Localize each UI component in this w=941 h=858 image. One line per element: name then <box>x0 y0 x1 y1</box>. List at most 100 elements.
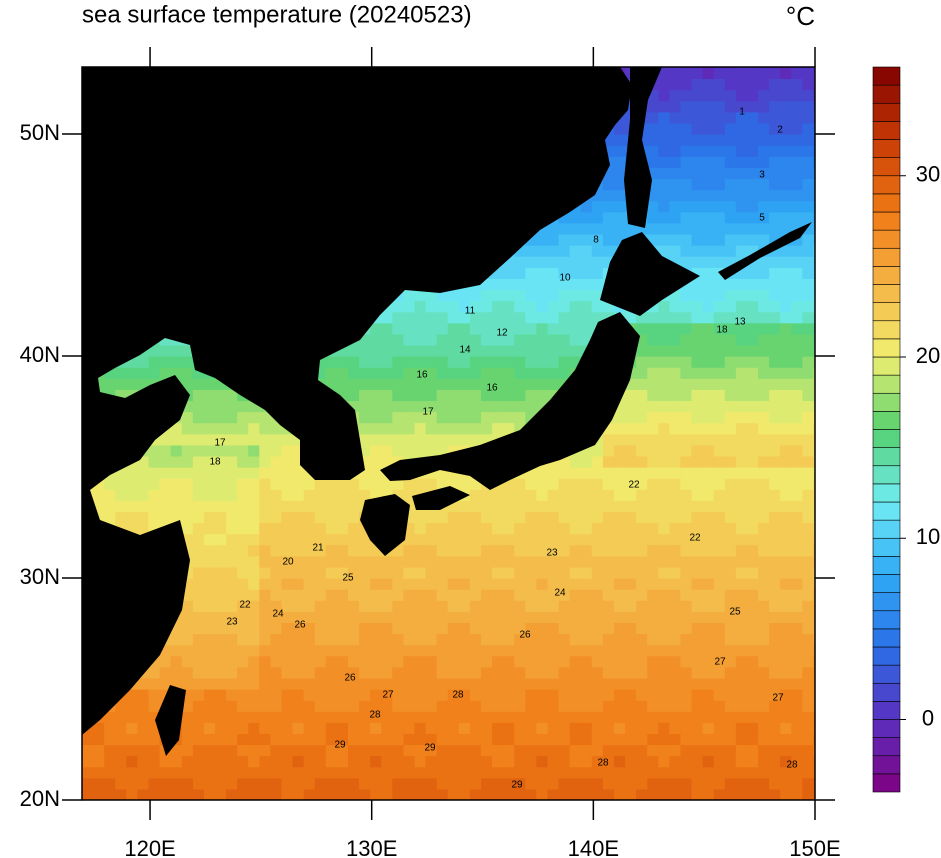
sst-cell <box>558 711 571 723</box>
sst-cell <box>569 222 582 235</box>
sst-cell <box>203 411 216 424</box>
sst-cell <box>580 589 593 601</box>
sst-cell <box>746 700 759 712</box>
sst-cell <box>713 100 726 113</box>
sst-cell <box>791 433 803 446</box>
sst-cell <box>680 367 693 379</box>
sst-cell <box>536 566 549 579</box>
sst-cell <box>802 500 815 513</box>
sst-cell <box>724 744 737 757</box>
sst-cell <box>292 555 305 568</box>
sst-cell <box>314 766 327 779</box>
sst-cell <box>525 755 537 768</box>
sst-cell <box>547 511 560 524</box>
sst-cell <box>780 478 792 490</box>
sst-cell <box>580 622 593 635</box>
sst-cell <box>447 766 460 779</box>
sst-cell <box>658 100 670 113</box>
sst-cell <box>791 89 803 102</box>
sst-cell <box>802 611 815 624</box>
sst-cell <box>325 722 338 735</box>
sst-cell <box>591 233 604 246</box>
sst-cell <box>425 722 438 735</box>
sst-cell <box>314 511 327 524</box>
sst-cell <box>314 644 327 657</box>
sst-cell <box>226 677 238 690</box>
sst-cell <box>558 344 571 357</box>
sst-cell <box>259 555 272 568</box>
sst-cell <box>115 766 127 779</box>
sst-cell <box>636 711 648 723</box>
sst-cell <box>724 533 737 546</box>
sst-cell <box>802 367 815 379</box>
sst-cell <box>746 689 759 701</box>
sst-cell <box>181 455 194 468</box>
sst-cell <box>137 511 150 524</box>
sst-cell <box>780 411 792 424</box>
sst-cell <box>691 455 704 468</box>
sst-cell <box>802 689 815 701</box>
sst-cell <box>669 200 682 213</box>
sst-cell <box>758 733 770 746</box>
sst-cell <box>813 378 815 390</box>
sst-cell <box>558 700 571 712</box>
sst-cell <box>713 344 726 357</box>
sst-cell <box>403 478 416 490</box>
sst-cell <box>303 589 316 601</box>
sst-cell <box>580 644 593 657</box>
sst-cell <box>492 644 504 657</box>
sst-cell <box>813 78 815 91</box>
sst-cell <box>735 145 748 157</box>
sst-cell <box>359 566 371 579</box>
sst-cell <box>647 600 659 612</box>
sst-cell <box>558 655 571 668</box>
sst-cell <box>370 322 382 335</box>
sst-cell <box>314 677 327 690</box>
sst-cell <box>691 122 704 135</box>
sst-cell <box>813 267 815 279</box>
sst-cell <box>303 689 316 701</box>
sst-cell <box>702 222 715 235</box>
sst-cell <box>514 489 526 501</box>
sst-cell <box>636 422 648 435</box>
sst-cell <box>214 522 227 535</box>
sst-cell <box>625 511 637 524</box>
sst-cell <box>602 522 615 535</box>
sst-cell <box>636 755 648 768</box>
sst-cell <box>802 522 815 535</box>
sst-cell <box>536 689 549 701</box>
sst-cell <box>126 689 139 701</box>
sst-cell <box>813 755 815 768</box>
sst-cell <box>314 722 327 735</box>
sst-cell <box>226 644 238 657</box>
sst-cell <box>802 100 815 113</box>
sst-cell <box>514 267 526 279</box>
sst-cell <box>503 622 515 635</box>
sst-cell <box>248 644 260 657</box>
sst-cell <box>192 700 205 712</box>
sst-cell <box>314 356 327 368</box>
sst-cell <box>392 777 404 790</box>
sst-cell <box>547 589 560 601</box>
sst-cell <box>347 578 360 590</box>
colorbar-box <box>872 556 901 575</box>
sst-cell <box>669 722 682 735</box>
sst-cell <box>82 744 94 757</box>
sst-cell <box>713 411 726 424</box>
sst-cell <box>647 89 659 102</box>
sst-cell <box>702 134 715 146</box>
sst-cell <box>769 367 781 379</box>
sst-cell <box>192 766 205 779</box>
sst-cell <box>536 389 549 402</box>
colorbar-box <box>872 338 901 358</box>
colorbar-box <box>872 737 901 757</box>
sst-cell <box>503 733 515 746</box>
sst-cell <box>381 322 393 335</box>
sst-cell <box>381 333 393 346</box>
sst-cell <box>370 389 382 402</box>
sst-cell <box>758 689 770 701</box>
sst-cell <box>480 522 493 535</box>
sst-cell <box>126 356 139 368</box>
sst-cell <box>636 544 648 557</box>
sst-cell <box>746 755 759 768</box>
